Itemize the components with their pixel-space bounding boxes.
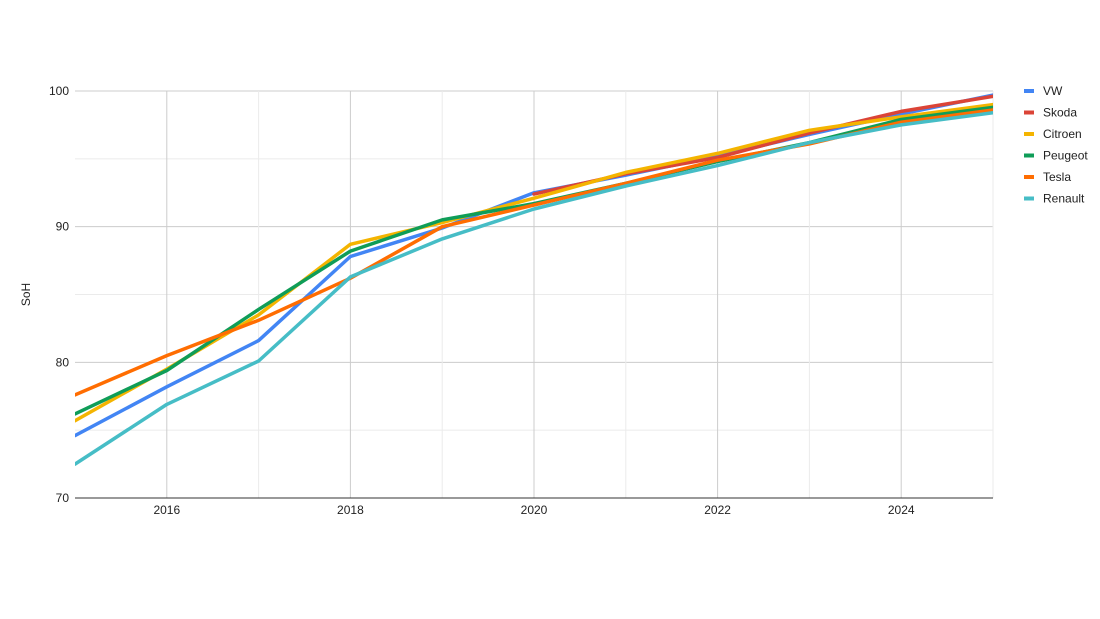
legend-swatch-peugeot <box>1024 153 1034 158</box>
y-tick-label: 90 <box>56 220 70 234</box>
legend-swatch-vw <box>1024 89 1034 93</box>
series-line-renault <box>75 110 993 466</box>
legend-label-tesla: Tesla <box>1043 170 1071 184</box>
x-tick-label: 2024 <box>888 503 915 517</box>
legend-label-peugeot: Peugeot <box>1043 149 1088 163</box>
legend-swatch-citroen <box>1024 132 1034 136</box>
y-tick-label: 80 <box>56 355 70 369</box>
legend-swatch-skoda <box>1024 110 1034 115</box>
series-lines <box>75 93 993 466</box>
y-tick-label: 100 <box>49 84 69 98</box>
y-tick-label: 70 <box>56 491 70 505</box>
x-tick-label: 2016 <box>153 503 180 517</box>
legend-label-renault: Renault <box>1043 192 1085 206</box>
y-axis-title: SoH <box>19 283 33 306</box>
legend: VW Skoda Citroen Peugeot Tesla Renault <box>1024 84 1088 206</box>
legend-label-skoda: Skoda <box>1043 106 1077 120</box>
axes: SoH 70 80 90 100 2016 2018 2020 2022 2024 <box>19 84 993 517</box>
x-tick-label: 2020 <box>521 503 548 517</box>
x-tick-label: 2018 <box>337 503 364 517</box>
x-tick-label: 2022 <box>704 503 731 517</box>
legend-label-citroen: Citroen <box>1043 127 1082 141</box>
legend-swatch-tesla <box>1024 175 1034 179</box>
legend-label-vw: VW <box>1043 84 1063 98</box>
gridlines <box>75 90 994 498</box>
legend-swatch-renault <box>1024 196 1034 201</box>
